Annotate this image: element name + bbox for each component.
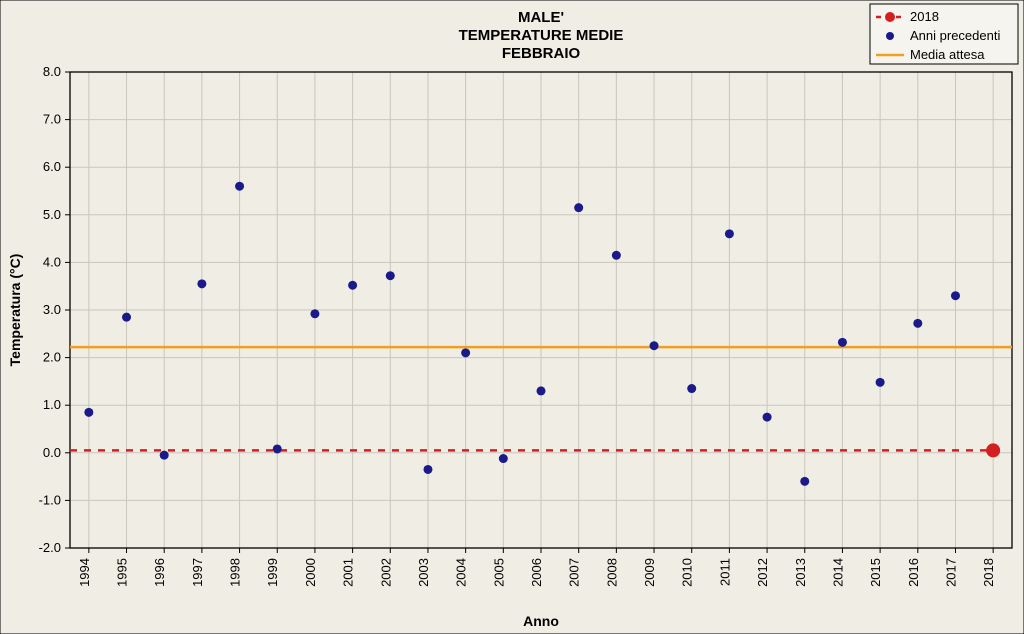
y-tick-label: 7.0 [43, 112, 61, 127]
data-point [800, 477, 809, 486]
data-point [310, 309, 319, 318]
x-tick-label: 2006 [529, 558, 544, 587]
chart-background [0, 0, 1024, 634]
data-point [763, 413, 772, 422]
x-tick-label: 2015 [868, 558, 883, 587]
x-tick-label: 2014 [830, 558, 845, 587]
x-tick-label: 1997 [190, 558, 205, 587]
x-tick-label: 2017 [943, 558, 958, 587]
data-point [951, 291, 960, 300]
x-tick-label: 2007 [567, 558, 582, 587]
x-tick-label: 2011 [717, 558, 732, 586]
x-tick-label: 2016 [906, 558, 921, 587]
y-tick-label: -1.0 [39, 492, 61, 507]
x-tick-label: 2003 [416, 558, 431, 587]
data-point [913, 319, 922, 328]
data-point [725, 229, 734, 238]
legend: 2018 Anni precedenti Media attesa [870, 4, 1018, 64]
data-point [876, 378, 885, 387]
data-point [235, 182, 244, 191]
data-point [687, 384, 696, 393]
data-point [160, 451, 169, 460]
x-tick-label: 1994 [77, 558, 92, 587]
data-point [197, 279, 206, 288]
x-tick-label: 1999 [265, 558, 280, 587]
x-tick-label: 2000 [303, 558, 318, 587]
y-tick-label: 2.0 [43, 350, 61, 365]
data-point [461, 348, 470, 357]
legend-label: 2018 [910, 9, 939, 24]
chart-title-line: FEBBRAIO [502, 45, 581, 62]
data-point [574, 203, 583, 212]
data-point [838, 338, 847, 347]
data-point [499, 454, 508, 463]
x-tick-label: 1995 [115, 558, 130, 587]
x-tick-label: 2004 [454, 558, 469, 587]
y-tick-label: 0.0 [43, 445, 61, 460]
x-tick-label: 2018 [981, 558, 996, 587]
y-tick-label: 1.0 [43, 397, 61, 412]
data-point [122, 313, 131, 322]
chart-container: -2.0 -1.0 0.0 1.0 2.0 3.0 4.0 5.0 6.0 7.0 8.0 1994 1… [0, 0, 1024, 634]
y-tick-label: 4.0 [43, 254, 61, 269]
year-2018-point [986, 443, 1000, 457]
y-tick-label: 5.0 [43, 207, 61, 222]
chart-title-line: MALE' [518, 9, 564, 26]
x-axis-label: Anno [523, 613, 559, 629]
legend-label: Media attesa [910, 47, 985, 62]
x-tick-label: 1996 [152, 558, 167, 587]
x-tick-label: 2010 [680, 558, 695, 587]
data-point [650, 341, 659, 350]
x-tick-label: 2008 [604, 558, 619, 587]
x-tick-label: 2012 [755, 558, 770, 587]
data-point [348, 281, 357, 290]
data-point [84, 408, 93, 417]
x-tick-label: 2005 [491, 558, 506, 587]
legend-label: Anni precedenti [910, 28, 1000, 43]
data-point [537, 386, 546, 395]
data-point [273, 444, 282, 453]
y-axis-label: Temperatura (°C) [7, 254, 23, 367]
x-tick-label: 2002 [378, 558, 393, 587]
y-tick-label: -2.0 [39, 540, 61, 555]
temperature-chart: -2.0 -1.0 0.0 1.0 2.0 3.0 4.0 5.0 6.0 7.0 8.0 1994 1… [0, 0, 1024, 634]
y-tick-label: 3.0 [43, 302, 61, 317]
chart-title-line: TEMPERATURE MEDIE [459, 27, 624, 44]
data-point [612, 251, 621, 260]
y-tick-label: 6.0 [43, 159, 61, 174]
x-tick-label: 2009 [642, 558, 657, 587]
x-tick-label: 2001 [341, 558, 356, 587]
x-tick-label: 2013 [793, 558, 808, 587]
y-tick-label: 8.0 [43, 64, 61, 79]
data-point [386, 271, 395, 280]
data-point [423, 465, 432, 474]
x-tick-label: 1998 [228, 558, 243, 587]
